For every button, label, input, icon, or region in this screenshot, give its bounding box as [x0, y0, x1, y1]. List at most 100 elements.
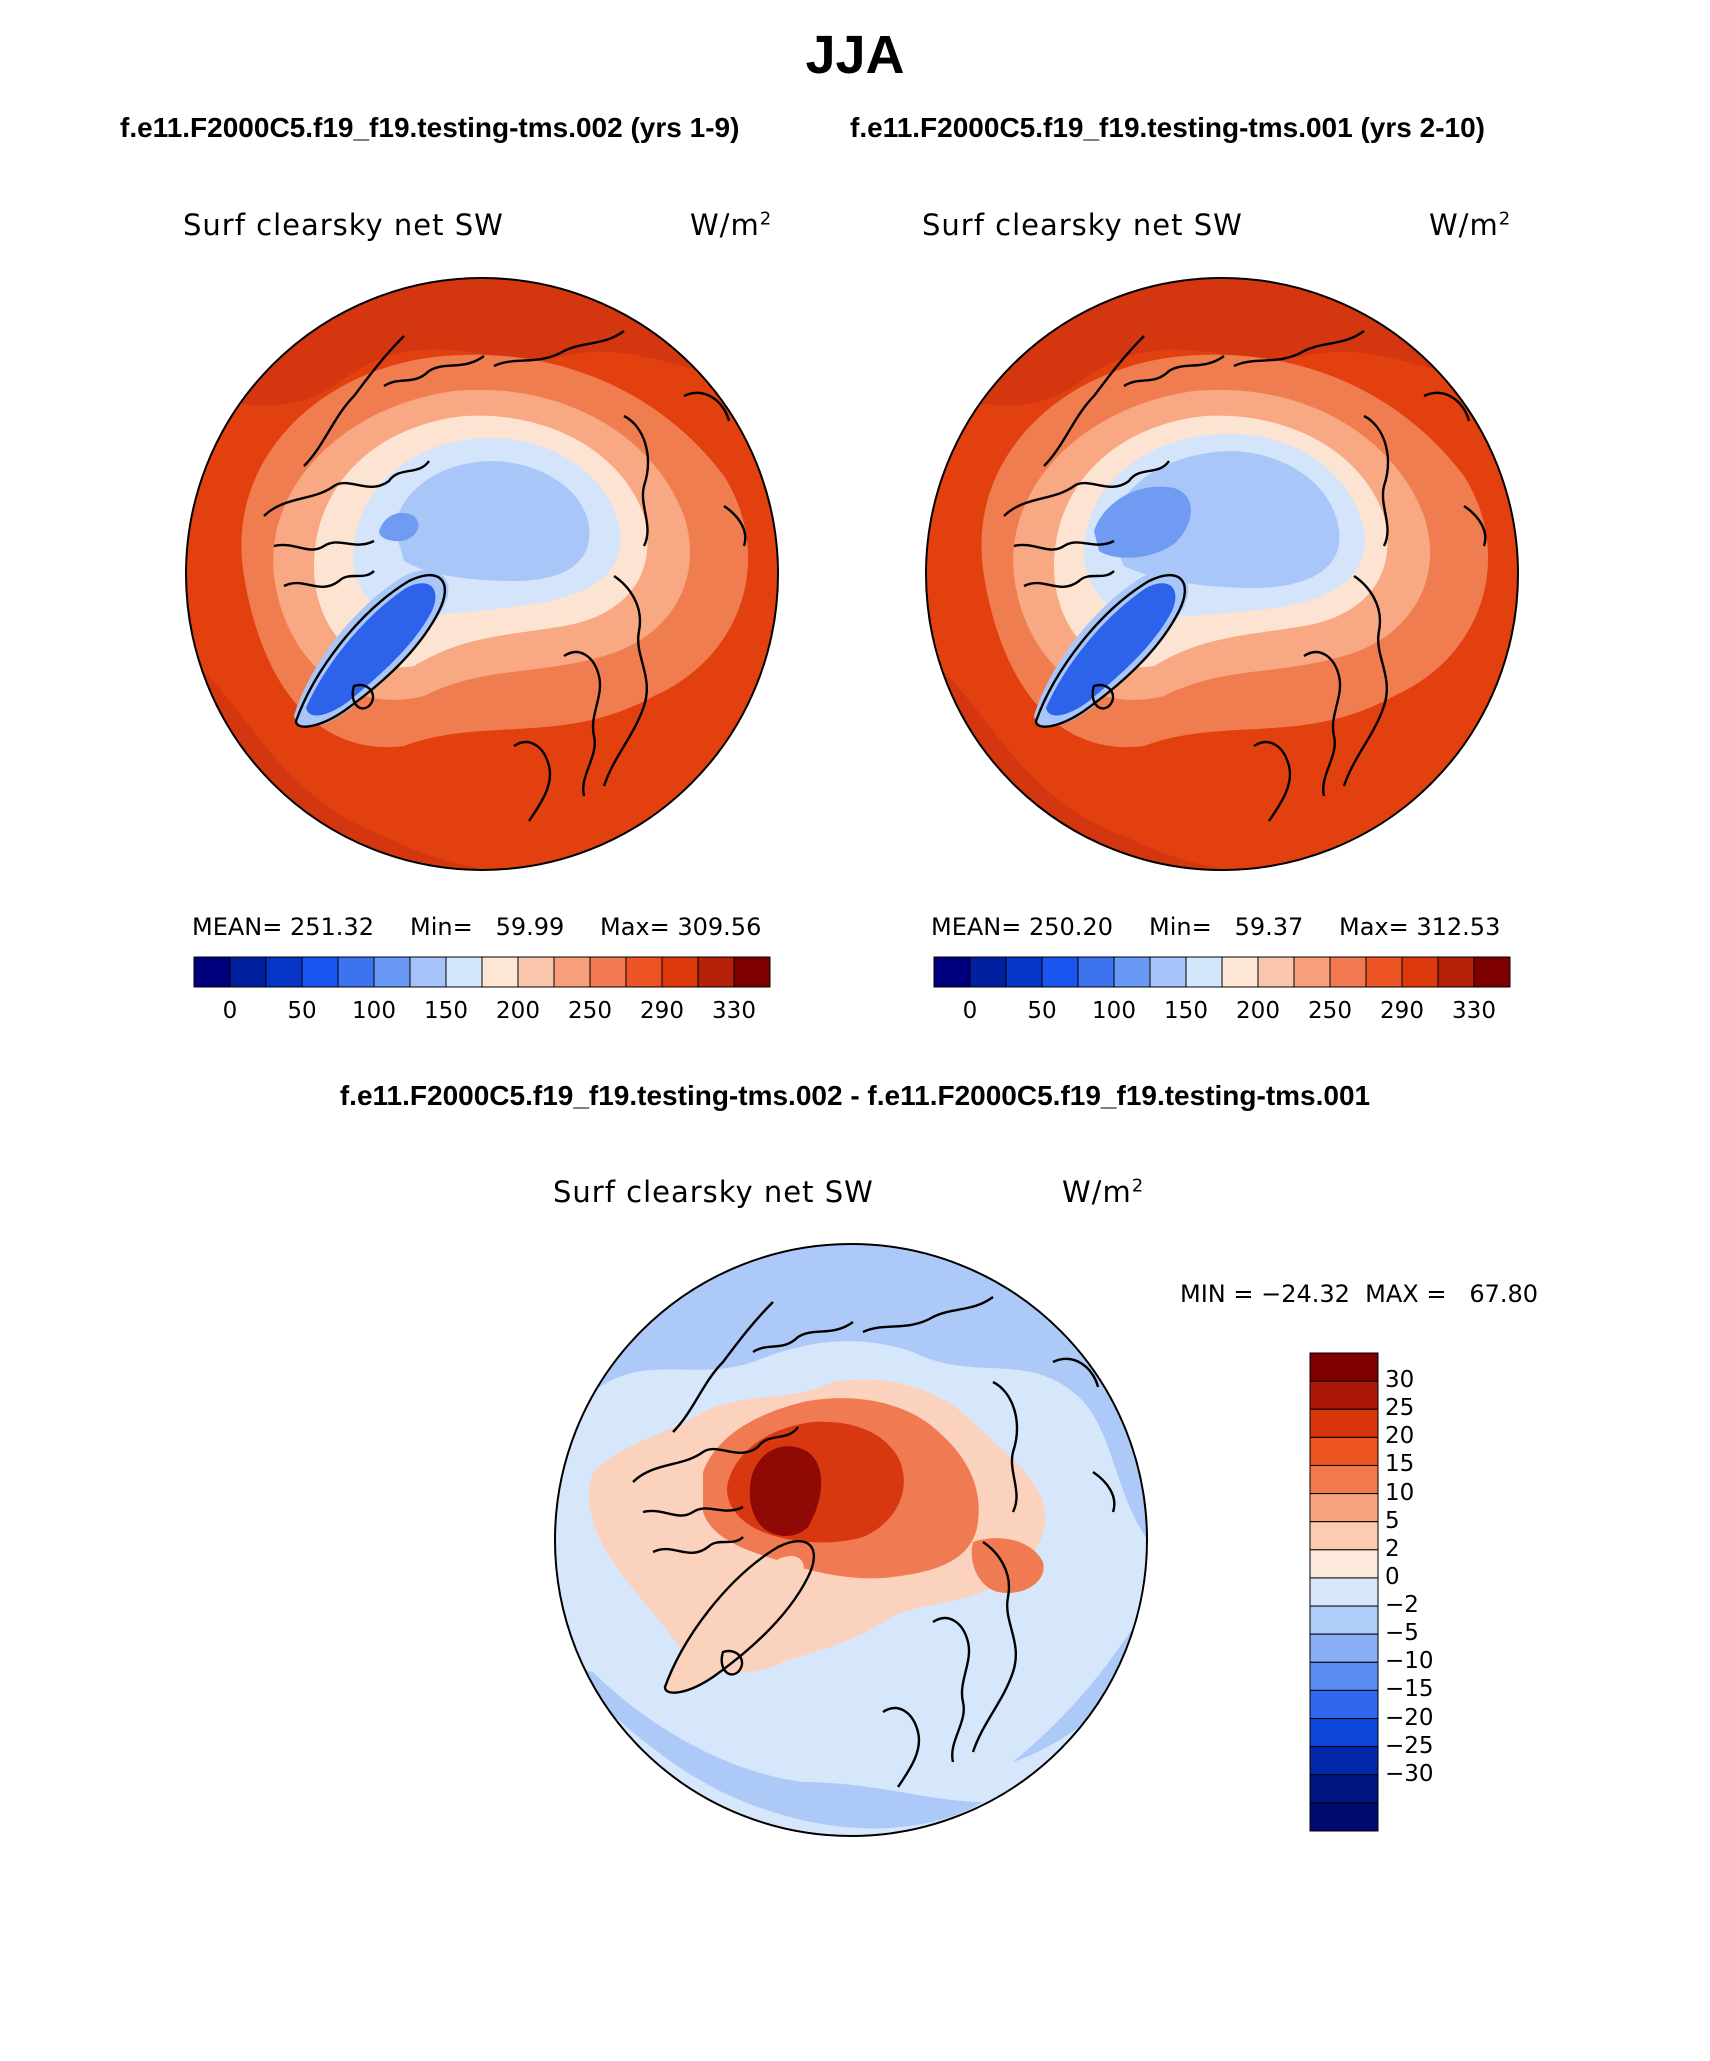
- colorbar-panel1-swatch: [409, 956, 447, 988]
- colorbar-diff-swatch: [1309, 1521, 1379, 1551]
- colorbar-diff-swatch: [1309, 1464, 1379, 1495]
- colorbar-panel2-swatch: [1005, 956, 1043, 988]
- colorbar-diff-swatch: [1309, 1352, 1379, 1382]
- colorbar-panel2-tick-label: 100: [1092, 998, 1136, 1024]
- map1-ice-dark: [379, 512, 419, 542]
- colorbar-diff-swatch: [1309, 1774, 1379, 1804]
- colorbar-panel2-tick-label: 200: [1236, 998, 1280, 1024]
- map3-red-east: [971, 1538, 1044, 1593]
- panel1-min: Min= 59.99: [410, 913, 565, 941]
- colorbar-panel1-tick-label: 200: [496, 998, 540, 1024]
- map-panel3: [554, 1243, 1148, 1837]
- colorbar-panel1-swatch: [337, 956, 375, 988]
- colorbar-panel1-swatch: [589, 956, 627, 988]
- colorbar-panel2-tick-label: 330: [1452, 998, 1496, 1024]
- colorbar-diff-swatch: [1309, 1549, 1379, 1579]
- colorbar-diff-tick-label: 2: [1385, 1535, 1400, 1562]
- map3-blue-top: [555, 1244, 1147, 1542]
- colorbar-panel2-swatch: [1401, 956, 1439, 988]
- colorbar-panel2-swatch: [1113, 956, 1151, 988]
- colorbar-panel1-swatch: [193, 956, 231, 988]
- colorbar-diff-tick-label: −2: [1385, 1592, 1419, 1619]
- map2-coastlines: [1003, 330, 1487, 822]
- colorbar-panel2-swatch: [1365, 956, 1403, 988]
- colorbar-panel2-swatch: [1041, 956, 1079, 988]
- colorbar-diff-ticks: 30 25 20 15 10 5 2 0 −2 −5 −10 −15 −20 −25 −30: [1385, 1352, 1465, 1832]
- panel2-mean: MEAN= 250.20: [931, 913, 1113, 941]
- colorbar-panel2-swatch: [1149, 956, 1187, 988]
- map2-ice-dark: [1094, 486, 1191, 558]
- colorbar-diff-swatch: [1309, 1661, 1379, 1691]
- colorbar-diff-swatch: [1309, 1746, 1379, 1776]
- map3-greenland-tongue: [663, 1556, 804, 1694]
- colorbar-diff-tick-label: −5: [1385, 1620, 1419, 1647]
- colorbar-panel2-swatch: [1077, 956, 1115, 988]
- colorbar-diff: [1309, 1352, 1379, 1832]
- panel1-max: Max= 309.56: [600, 913, 762, 941]
- colorbar-diff-swatch: [1309, 1577, 1379, 1607]
- map3-blue-bottom: [555, 1662, 983, 1829]
- colorbar-panel1-swatch: [445, 956, 483, 988]
- colorbar-panel2-ticks: 0 50 100 150 200 250 290 330: [934, 998, 1510, 1028]
- colorbar-diff-swatch: [1309, 1802, 1379, 1832]
- colorbar-panel2-swatch: [1185, 956, 1223, 988]
- map2-ice-mid: [1109, 451, 1340, 588]
- colorbar-panel1-tick-label: 250: [568, 998, 612, 1024]
- colorbar-diff-tick-label: −10: [1385, 1648, 1434, 1675]
- map-panel1: [185, 277, 779, 871]
- colorbar-panel1-swatch: [265, 956, 303, 988]
- map-panel2: [925, 277, 1519, 871]
- panel1-units-label: W/m2: [690, 208, 773, 242]
- panel3-minmax: MIN = −24.32 MAX = 67.80: [1180, 1280, 1539, 1308]
- colorbar-panel1-swatch: [661, 956, 699, 988]
- panel1-variable-label: Surf clearsky net SW: [183, 208, 504, 242]
- panel2-min: Min= 59.37: [1149, 913, 1304, 941]
- colorbar-diff-tick-label: 20: [1385, 1423, 1415, 1450]
- colorbar-diff-swatch: [1309, 1689, 1379, 1720]
- colorbar-diff-tick-label: −30: [1385, 1760, 1434, 1787]
- colorbar-panel1-swatch: [625, 956, 663, 988]
- colorbar-diff-swatch: [1309, 1493, 1379, 1523]
- colorbar-panel1-swatch: [733, 956, 771, 988]
- colorbar-diff-swatch: [1309, 1380, 1379, 1410]
- figure-title: JJA: [805, 25, 905, 85]
- colorbar-panel1-swatch: [301, 956, 339, 988]
- diff-heading: f.e11.F2000C5.f19_f19.testing-tms.002 - …: [339, 1080, 1371, 1111]
- colorbar-panel2: [933, 956, 1511, 988]
- colorbar-diff-swatch: [1309, 1605, 1379, 1635]
- colorbar-panel2-tick-label: 290: [1380, 998, 1424, 1024]
- colorbar-diff-tick-label: −25: [1385, 1732, 1434, 1759]
- case-a-heading: f.e11.F2000C5.f19_f19.testing-tms.002 (y…: [120, 112, 740, 143]
- map2-greenland: [1046, 583, 1176, 716]
- colorbar-panel1-tick-label: 100: [352, 998, 396, 1024]
- colorbar-panel1-tick-label: 330: [712, 998, 756, 1024]
- colorbar-panel1-swatch: [553, 956, 591, 988]
- colorbar-panel1-swatch: [373, 956, 411, 988]
- colorbar-diff-tick-label: 0: [1385, 1563, 1400, 1590]
- colorbar-panel1: [193, 956, 771, 988]
- colorbar-diff-swatch: [1309, 1408, 1379, 1438]
- colorbar-diff-swatch: [1309, 1718, 1379, 1748]
- colorbar-panel1-tick-label: 50: [287, 998, 317, 1024]
- colorbar-diff-tick-label: −15: [1385, 1676, 1434, 1703]
- colorbar-panel1-swatch: [517, 956, 555, 988]
- panel2-units-label: W/m2: [1429, 208, 1512, 242]
- colorbar-panel1-tick-label: 0: [222, 998, 238, 1024]
- map1-greenland: [306, 583, 436, 716]
- colorbar-panel2-swatch: [969, 956, 1007, 988]
- panel1-mean: MEAN= 251.32: [192, 913, 374, 941]
- colorbar-panel2-swatch: [1473, 956, 1511, 988]
- colorbar-panel2-tick-label: 250: [1308, 998, 1352, 1024]
- colorbar-panel2-swatch: [1293, 956, 1331, 988]
- panel2-max: Max= 312.53: [1339, 913, 1501, 941]
- map1-coastlines: [263, 330, 747, 822]
- colorbar-panel2-swatch: [1221, 956, 1259, 988]
- colorbar-panel2-swatch: [1329, 956, 1367, 988]
- colorbar-panel1-swatch: [697, 956, 735, 988]
- colorbar-diff-tick-label: 5: [1385, 1507, 1400, 1534]
- colorbar-diff-tick-label: 30: [1385, 1367, 1415, 1394]
- colorbar-panel2-tick-label: 0: [962, 998, 978, 1024]
- colorbar-diff-tick-label: −20: [1385, 1704, 1434, 1731]
- map3-deep-red: [749, 1446, 822, 1537]
- colorbar-panel2-swatch: [1437, 956, 1475, 988]
